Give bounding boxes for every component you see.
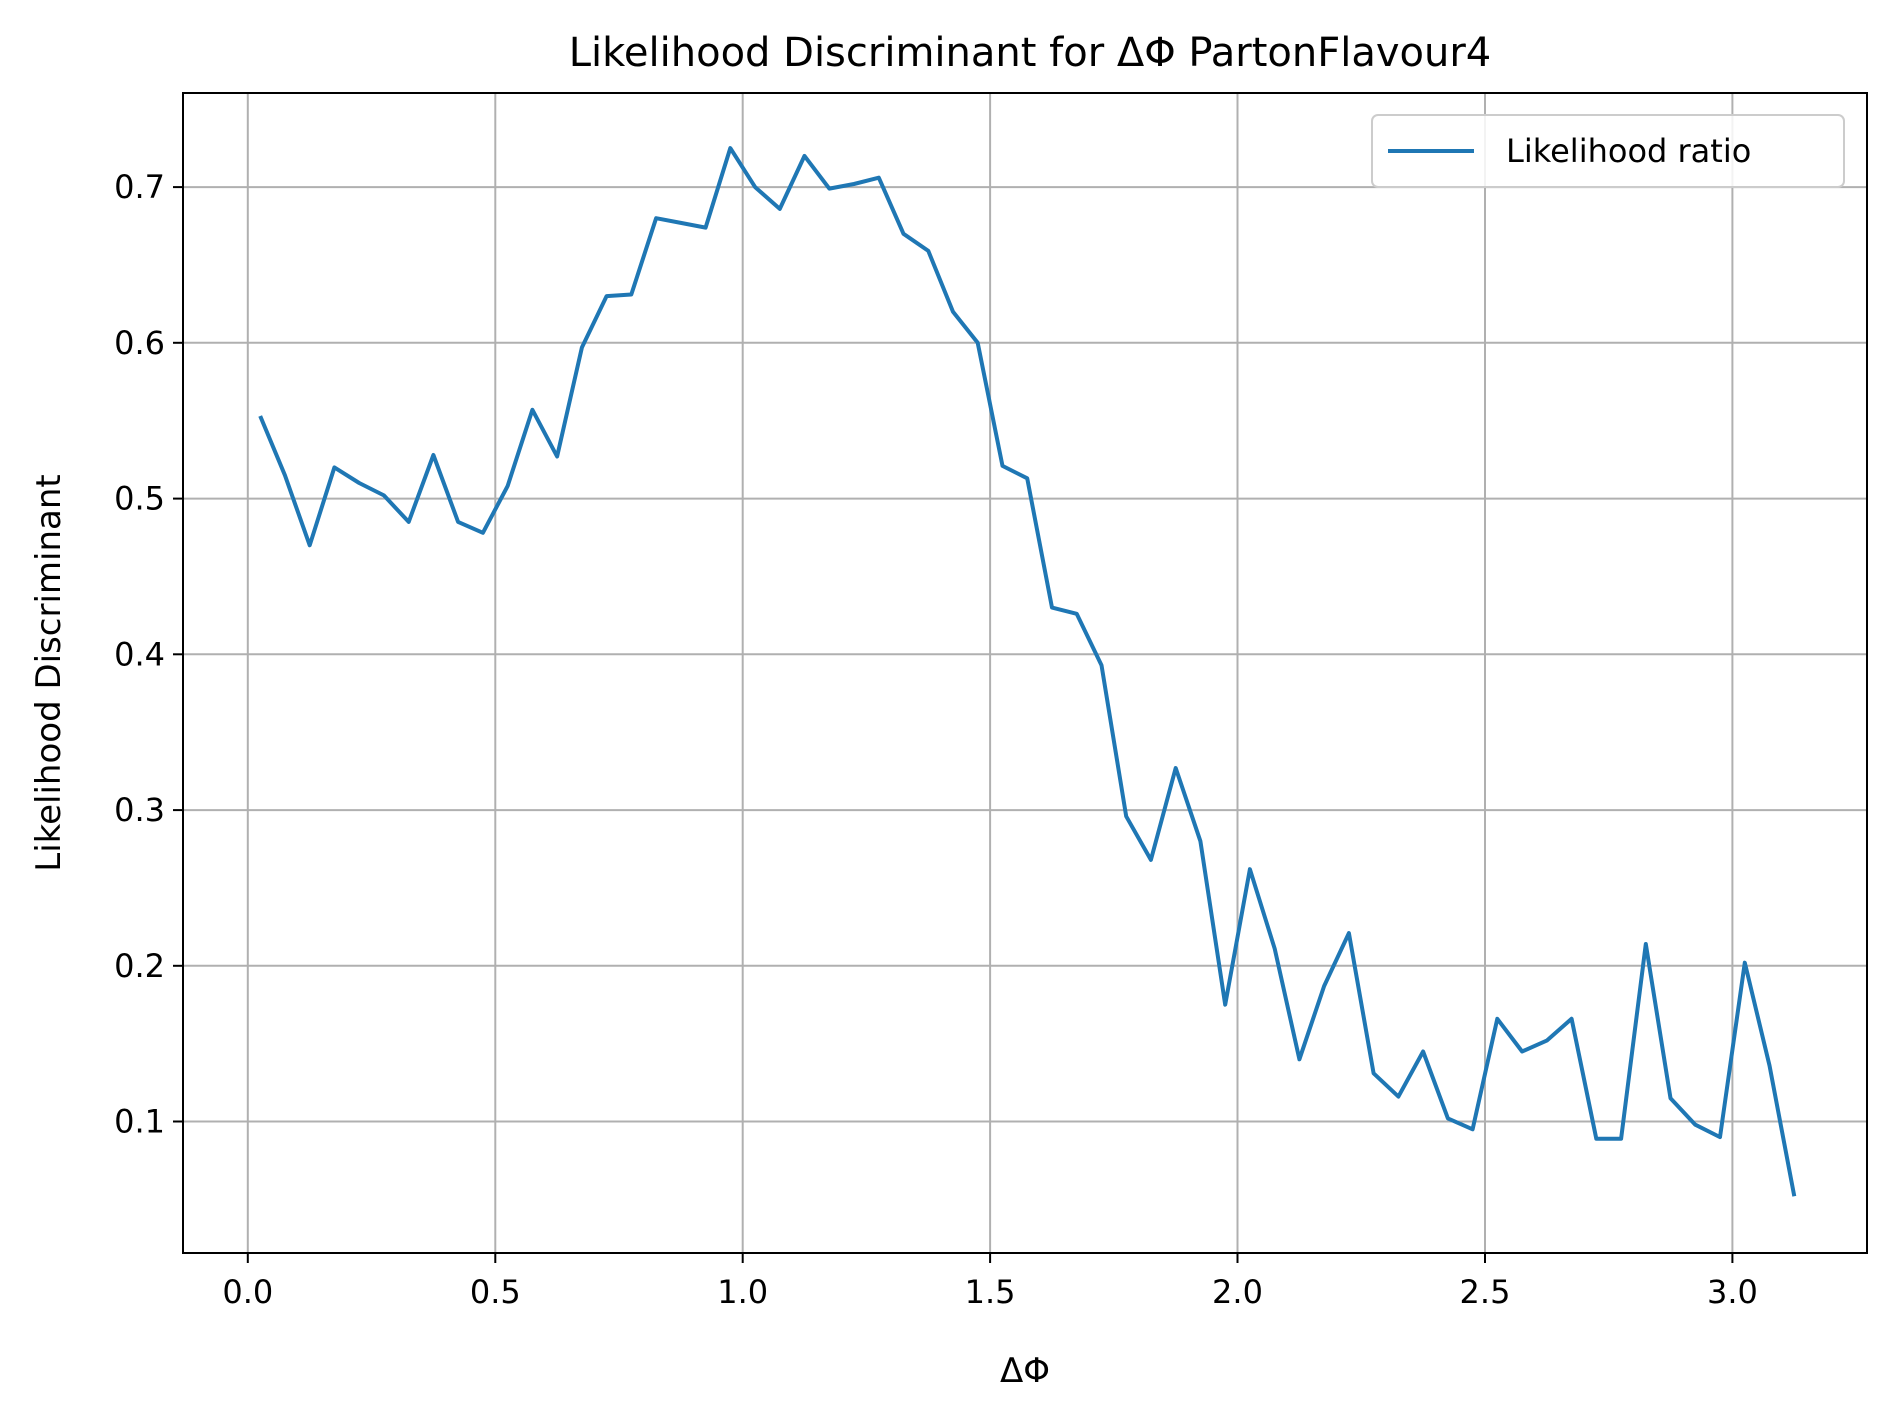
x-axis-label: ΔΦ — [1000, 1351, 1050, 1391]
y-tick-label: 0.7 — [114, 168, 165, 206]
y-tick-label: 0.2 — [114, 947, 165, 985]
x-tick-label: 1.0 — [717, 1273, 768, 1311]
series-line-likelihood-ratio — [258, 146, 1797, 1197]
legend-box — [1371, 114, 1845, 188]
series-layer — [258, 146, 1797, 1197]
legend: Likelihood ratio — [1371, 114, 1845, 188]
legend-label: Likelihood ratio — [1506, 132, 1751, 170]
x-tick-label: 1.5 — [965, 1273, 1016, 1311]
x-tick-label: 2.5 — [1460, 1273, 1511, 1311]
x-tick-label: 0.5 — [470, 1273, 521, 1311]
y-tick-label: 0.1 — [114, 1103, 165, 1141]
y-axis-label: Likelihood Discriminant — [29, 474, 69, 872]
chart-title: Likelihood Discriminant for ΔΦ PartonFla… — [569, 30, 1491, 76]
y-tick-label: 0.3 — [114, 791, 165, 829]
y-tick-label: 0.5 — [114, 480, 165, 518]
x-tick-label: 2.0 — [1212, 1273, 1263, 1311]
ticks: 0.0 0.5 1.0 1.5 2.0 2.5 3.0 0.1 0.2 0.3 0.4 0.5 0.6 0… — [114, 168, 1758, 1311]
y-tick-label: 0.4 — [114, 635, 165, 673]
y-tick-label: 0.6 — [114, 324, 165, 362]
plot-frame — [182, 92, 1868, 1254]
x-tick-label: 0.0 — [222, 1273, 273, 1311]
x-tick-label: 3.0 — [1707, 1273, 1758, 1311]
